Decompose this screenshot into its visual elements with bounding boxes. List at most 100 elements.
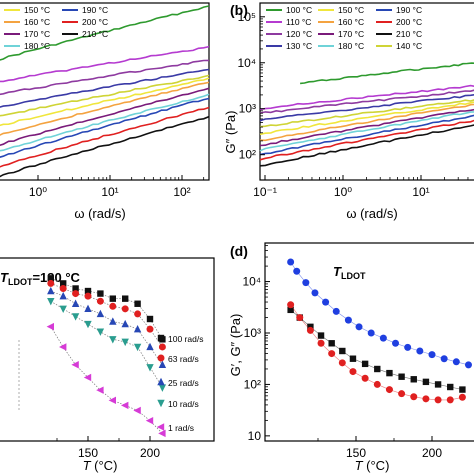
panel-c-point — [121, 338, 129, 347]
panel-d-point — [349, 355, 357, 362]
panel-b-line-210 — [259, 124, 474, 167]
panel-c-legend-marker — [157, 399, 165, 408]
panel-d-point — [379, 334, 387, 342]
panel-b-legend-label: 160 °C — [338, 17, 364, 27]
panel-b-y-tick-label: 10³ — [239, 102, 256, 116]
panel-b-y-tick-label: 10⁴ — [237, 56, 256, 70]
panel-a-x-tick-label: 10⁰ — [29, 185, 47, 199]
panel-c-point — [109, 295, 116, 302]
panel-b-legend-label: 190 °C — [396, 5, 422, 15]
panel-d-label: (d) — [230, 243, 248, 259]
panel-c-title: TLDOT=130 °C — [0, 270, 81, 287]
panel-d-point — [339, 347, 346, 355]
panel-d-title: TLDOT — [333, 264, 366, 281]
panel-d-connector — [290, 304, 463, 401]
panel-d-point — [386, 369, 393, 377]
panel-d-point — [416, 347, 424, 355]
panel-a-legend-label: 180 °C — [24, 41, 50, 51]
panel-c-legend-label: 10 rad/s — [168, 399, 199, 409]
panel-a-line-170 — [0, 87, 210, 147]
panel-c-point — [96, 297, 104, 305]
panel-b-legend-label: 170 °C — [338, 29, 364, 39]
panel-c-point — [108, 396, 116, 405]
panel-c-point — [47, 298, 55, 306]
panel-a-x-label: ω (rad/s) — [74, 206, 125, 221]
panel-d-point — [410, 393, 418, 401]
panel-b-x-label: ω (rad/s) — [346, 206, 397, 221]
panel-c-title-t: T — [0, 270, 9, 285]
panel-b-line-140 — [259, 99, 474, 128]
panel-a-x-tick-label: 10¹ — [101, 185, 118, 199]
panel-c-legend-label: 63 rad/s — [168, 354, 199, 364]
panel-d-point — [459, 386, 466, 393]
panel-c-point — [109, 317, 117, 325]
panel-b-legend-label: 180 °C — [338, 41, 364, 51]
panel-c-x-tick-label: 200 — [140, 446, 160, 460]
panel-d-point — [317, 332, 325, 339]
panel-a-line-120 — [0, 59, 210, 96]
panel-c-point — [72, 290, 80, 298]
panel-d-point — [322, 298, 330, 306]
panel-d-point — [293, 267, 301, 275]
panel-c-connector — [50, 283, 163, 348]
panel-c-point — [59, 305, 67, 314]
panel-c-point — [158, 360, 167, 368]
panel-d-x-label-t: T — [355, 458, 364, 473]
panel-c-point — [46, 322, 54, 331]
panel-d-point — [373, 380, 381, 388]
panel-c-point — [133, 406, 141, 415]
panel-d-point — [332, 307, 340, 315]
panel-b-legend-label: 200 °C — [396, 17, 422, 27]
panel-c-point — [84, 304, 92, 313]
panel-a-x-tick-label: 10² — [173, 185, 190, 199]
panel-d-point — [287, 258, 295, 266]
panel-c-point — [84, 292, 92, 300]
panel-c-point — [59, 285, 67, 292]
panel-a: 150 °C 190 °C 160 °C 200 °C 170 °C 210 °C 180 … — [0, 2, 210, 221]
panel-b-label: (b) — [230, 2, 248, 18]
panel-b-legend-label: 210 °C — [396, 29, 422, 39]
panel-d-point — [464, 361, 472, 369]
panel-a-line-140 — [0, 74, 210, 117]
panel-d-connector — [290, 309, 463, 390]
panel-d-point — [392, 339, 400, 347]
panel-c-point — [59, 291, 67, 300]
panel-c-legend-label: 100 rad/s — [168, 334, 203, 344]
panel-d-point — [296, 314, 304, 322]
panel-d-point — [367, 329, 375, 337]
panel-c-point — [121, 305, 129, 313]
panel-d-x-label: T (°C) — [355, 458, 390, 473]
panel-c-connector — [50, 300, 163, 388]
panel-d-point — [410, 376, 417, 383]
panel-d-frame — [264, 242, 474, 442]
panel-c-point — [60, 280, 67, 287]
panel-d-x-tick-label: 150 — [346, 446, 366, 460]
panel-c-point — [47, 286, 55, 295]
panel-d-point — [398, 390, 406, 398]
panel-a-line-160 — [0, 81, 210, 136]
panel-c-point — [47, 279, 55, 287]
panel-b-line-130 — [259, 94, 474, 122]
panel-b-line-150 — [259, 101, 474, 136]
panel-d-y-label: G′, G″ (Pa) — [228, 314, 243, 377]
panel-b-line-190 — [259, 114, 474, 156]
panel-c-point — [47, 275, 54, 282]
panel-c-point — [158, 343, 166, 351]
panel-c-legend-marker — [157, 354, 165, 362]
panel-d-title-sub: LDOT — [341, 271, 366, 281]
panel-c-point — [146, 342, 154, 351]
panel-c-x-tick-label: 150 — [78, 446, 98, 460]
panel-b-legend-label: 150 °C — [338, 5, 364, 15]
panel-c-point — [121, 319, 129, 328]
panel-d-point — [311, 289, 319, 297]
panel-c-connector — [50, 290, 163, 366]
panel-d-point — [328, 340, 335, 347]
panel-d-point — [338, 359, 346, 367]
panel-d-point — [440, 355, 448, 363]
panel-c-legend-label: 1 rad/s — [168, 423, 194, 433]
panel-c-point — [133, 324, 142, 333]
panel-c-point — [71, 299, 80, 307]
panel-c-point — [121, 401, 129, 410]
